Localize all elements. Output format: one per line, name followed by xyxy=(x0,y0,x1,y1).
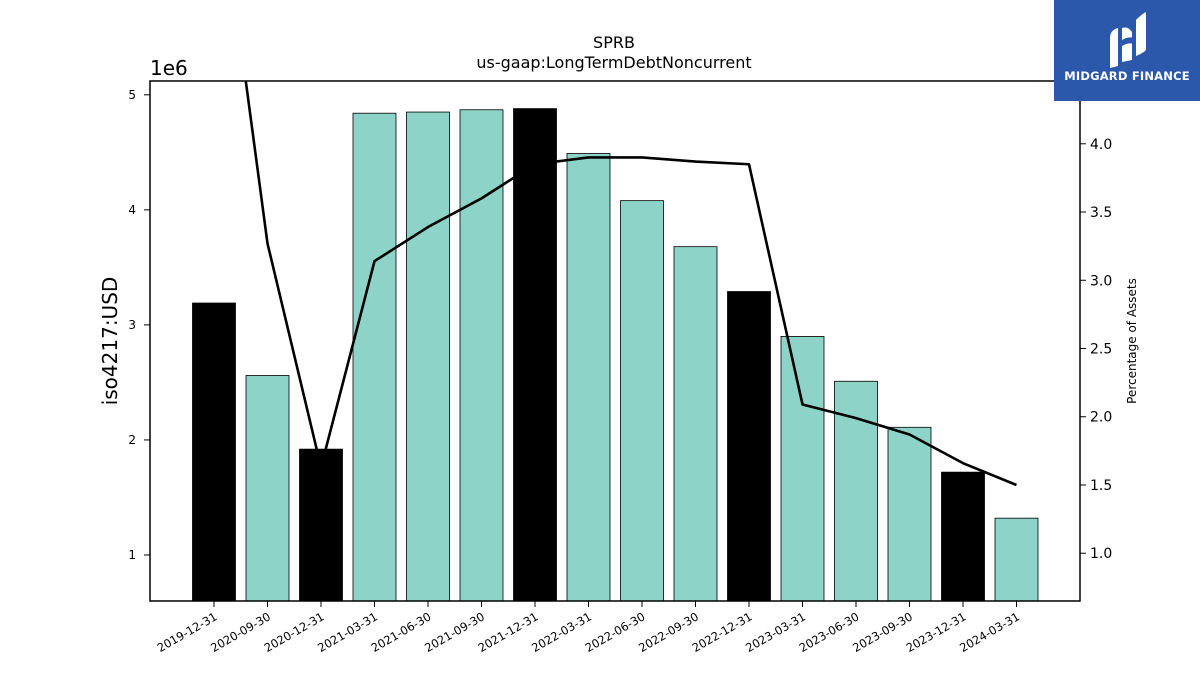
x-tick-label: 2021-06-30 xyxy=(369,609,434,655)
bar-2023-09-30 xyxy=(887,426,932,602)
logo-mark-icon xyxy=(1110,12,1146,68)
x-tick-label: 2021-09-30 xyxy=(422,609,487,655)
percentage-of-assets-line xyxy=(244,81,1017,487)
x-tick-label: 2019-12-31 xyxy=(155,609,220,655)
bar-2022-06-30 xyxy=(620,200,664,602)
bar-2020-09-30 xyxy=(245,375,290,602)
chart-title: SPRB xyxy=(593,33,635,52)
y-tick-label: 2 xyxy=(128,433,136,447)
x-tick-label: 2023-09-30 xyxy=(850,609,915,655)
y2-tick-label: 3.5 xyxy=(1090,205,1112,221)
y-tick-label: 5 xyxy=(128,88,136,102)
x-tick-label: 2021-03-31 xyxy=(315,609,380,655)
y2-tick-label: 2.5 xyxy=(1090,342,1112,358)
x-tick-label: 2023-06-30 xyxy=(797,609,862,655)
y-tick-label: 1 xyxy=(128,548,136,562)
y2-axis-label: Percentage of Assets xyxy=(1125,278,1139,404)
y2-tick-label: 1.5 xyxy=(1090,478,1112,494)
x-tick-label: 2023-03-31 xyxy=(743,609,808,655)
bar-2022-09-30 xyxy=(673,246,718,602)
bar-2019-12-31 xyxy=(192,302,236,602)
y-tick-label: 3 xyxy=(128,318,136,332)
bars-group xyxy=(192,108,1039,602)
y-axis-label: iso4217:USD xyxy=(98,277,122,406)
logo-name: MIDGARD FINANCE xyxy=(1064,69,1190,83)
y2-tick-label: 4.0 xyxy=(1090,137,1112,153)
bar-2022-12-31 xyxy=(727,291,771,602)
bar-2021-09-30 xyxy=(459,109,504,602)
x-tick-label: 2020-09-30 xyxy=(208,609,273,655)
chart-subtitle: us-gaap:LongTermDebtNoncurrent xyxy=(476,53,751,72)
x-tick-label: 2022-06-30 xyxy=(583,609,648,655)
y-offset-label: 1e6 xyxy=(150,56,188,80)
plot-frame xyxy=(149,80,1081,602)
bar-2023-12-31 xyxy=(941,471,985,602)
bar-2021-06-30 xyxy=(406,111,450,602)
bar-2021-03-31 xyxy=(352,112,397,602)
line-group xyxy=(244,81,1017,487)
y2-tick-label: 3.0 xyxy=(1090,273,1112,289)
y-tick-label: 4 xyxy=(128,203,136,217)
brand-logo: MIDGARD FINANCE xyxy=(1054,0,1200,101)
x-tick-label: 2022-09-30 xyxy=(636,609,701,655)
x-tick-label: 2023-12-31 xyxy=(904,609,969,655)
x-tick-label: 2021-12-31 xyxy=(476,609,541,655)
bar-2020-12-31 xyxy=(299,448,343,602)
x-tick-label: 2022-12-31 xyxy=(690,609,755,655)
y2-tick-label: 2.0 xyxy=(1090,410,1112,426)
x-tick-label: 2020-12-31 xyxy=(262,609,327,655)
bar-2023-03-31 xyxy=(780,335,825,602)
bar-2021-12-31 xyxy=(513,108,557,602)
x-tick-label: 2024-03-31 xyxy=(957,609,1022,655)
y2-tick-label: 1.0 xyxy=(1090,546,1112,562)
bar-2024-03-31 xyxy=(994,517,1039,602)
x-tick-label: 2022-03-31 xyxy=(529,609,594,655)
bar-2022-03-31 xyxy=(566,153,611,602)
